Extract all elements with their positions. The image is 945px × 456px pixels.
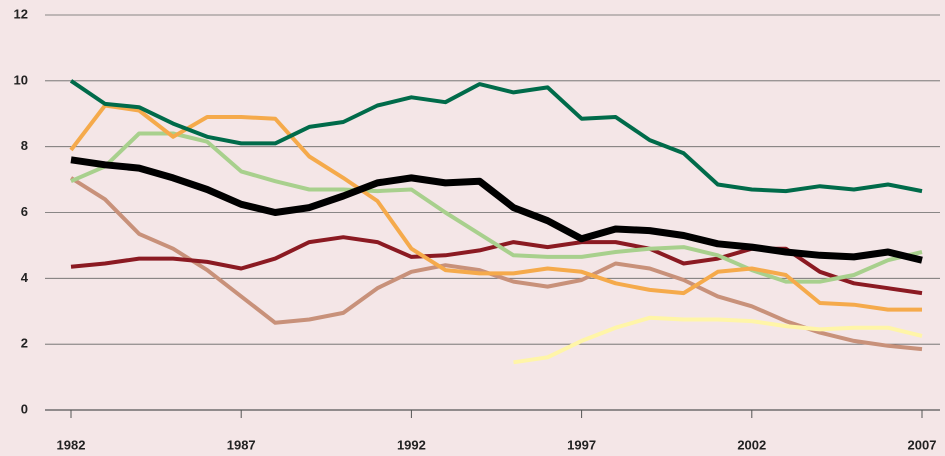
series-line	[513, 315, 923, 365]
x-tick-label: 1987	[227, 437, 256, 452]
y-tick-label: 0	[21, 401, 28, 416]
y-tick-label: 12	[14, 6, 28, 21]
series-line	[69, 176, 923, 352]
x-tick-label: 1997	[567, 437, 596, 452]
y-tick-label: 2	[21, 336, 28, 351]
series-line	[70, 156, 923, 264]
x-tick-label: 2002	[737, 437, 766, 452]
series-line	[69, 103, 922, 312]
series-line	[69, 79, 923, 194]
y-tick-label: 8	[21, 138, 28, 153]
y-tick-label: 6	[21, 204, 28, 219]
x-tick-label: 1992	[397, 437, 426, 452]
x-tick-label: 2007	[908, 437, 937, 452]
y-tick-label: 10	[14, 72, 28, 87]
series-line	[70, 131, 923, 284]
x-tick-label: 1982	[57, 437, 86, 452]
y-tick-label: 4	[21, 270, 29, 285]
